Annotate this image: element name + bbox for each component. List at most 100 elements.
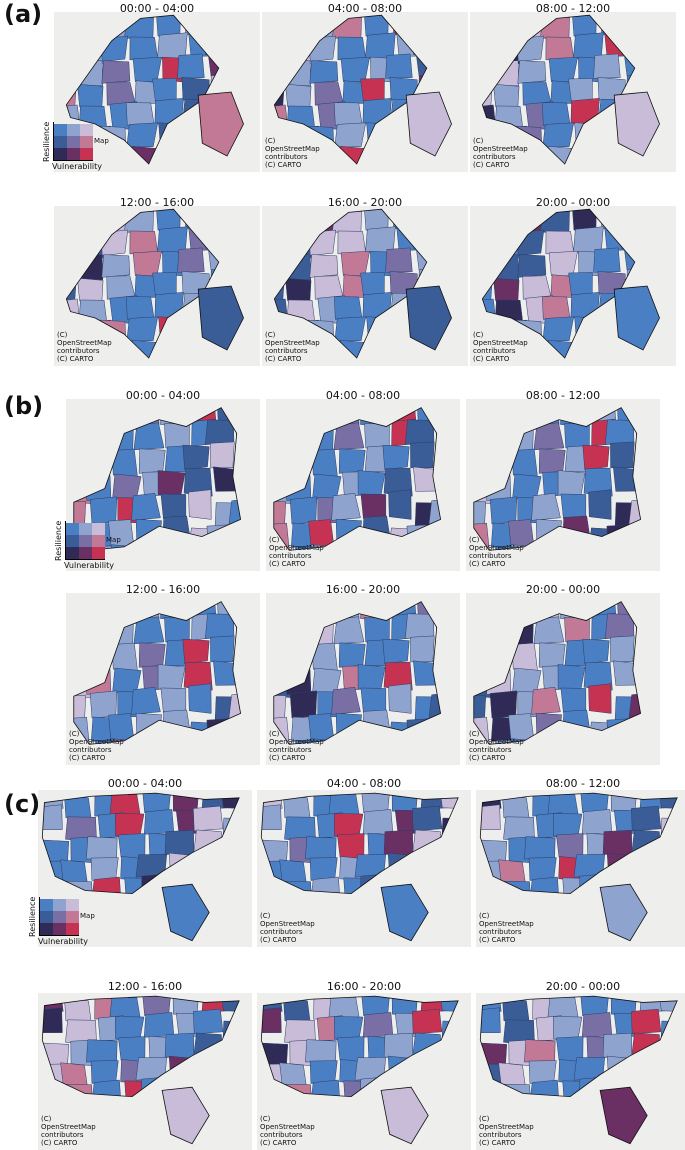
city-boundary — [73, 601, 242, 745]
attribution-line: (C) CARTO — [473, 161, 510, 169]
district-region — [545, 230, 575, 255]
district-region — [102, 147, 132, 165]
district-layer — [65, 14, 260, 172]
district-region — [575, 143, 602, 165]
district-region — [446, 85, 468, 108]
district-region — [241, 477, 260, 504]
attribution-line: (C) — [260, 912, 271, 920]
district-region — [331, 1101, 360, 1126]
legend-swatch — [54, 124, 67, 136]
district-region — [90, 857, 119, 881]
district-region — [654, 51, 676, 75]
district-region — [634, 927, 663, 947]
district-region — [444, 345, 468, 366]
district-region — [550, 898, 579, 923]
district-region — [106, 275, 136, 300]
district-region — [436, 453, 441, 482]
attribution-line: (C) CARTO — [260, 1139, 297, 1147]
district-region — [293, 426, 321, 454]
district-region — [360, 601, 389, 620]
district-region — [362, 515, 391, 543]
district-region — [236, 151, 260, 172]
district-region — [183, 467, 213, 497]
district-region — [274, 246, 291, 270]
district-region — [331, 686, 361, 715]
district-region — [154, 97, 184, 127]
district-region — [159, 337, 186, 359]
district-region — [366, 540, 394, 551]
district-region — [207, 247, 219, 273]
district-region — [522, 275, 552, 300]
district-region — [233, 30, 260, 53]
district-region — [386, 601, 417, 617]
district-region — [109, 996, 141, 1020]
district-region — [623, 247, 635, 273]
legend-swatch — [53, 911, 66, 923]
district-region — [407, 743, 435, 745]
district-region — [205, 613, 235, 639]
district-region — [135, 713, 162, 739]
district-region — [357, 664, 386, 690]
district-region — [640, 1084, 671, 1097]
district-region — [542, 316, 575, 342]
district-region — [360, 687, 387, 713]
district-region — [560, 407, 589, 426]
district-region — [274, 221, 292, 248]
district-region — [583, 467, 613, 497]
map-title: 00:00 - 04:00 — [119, 2, 195, 15]
district-region — [231, 206, 259, 225]
district-region — [193, 1008, 224, 1035]
district-region — [354, 854, 387, 878]
attribution-line: (C) CARTO — [269, 560, 306, 568]
district-region — [66, 52, 83, 76]
district-region — [274, 298, 289, 325]
district-region — [126, 122, 159, 148]
district-region — [628, 498, 641, 528]
district-region — [188, 489, 212, 520]
district-region — [286, 299, 316, 324]
district-region — [631, 805, 662, 832]
district-region — [566, 540, 594, 551]
district-region — [135, 735, 165, 745]
district-region — [446, 51, 468, 75]
district-region — [665, 1063, 678, 1087]
district-region — [288, 209, 316, 226]
district-region — [654, 245, 676, 269]
district-region — [415, 927, 444, 947]
district-region — [557, 664, 586, 690]
district-region — [210, 635, 235, 663]
district-layer — [473, 407, 642, 551]
district-region — [535, 901, 565, 923]
district-region — [533, 407, 560, 427]
district-region — [225, 1128, 252, 1150]
district-region — [132, 250, 162, 276]
district-region — [528, 1060, 557, 1084]
district-region — [261, 804, 282, 830]
map-attribution: (C) OpenStreetMap contributors (C) CARTO — [473, 137, 528, 169]
district-region — [560, 493, 587, 519]
district-region — [442, 902, 471, 926]
legend-swatch — [79, 547, 92, 559]
district-region — [593, 247, 621, 273]
district-region — [637, 1064, 667, 1089]
district-region — [109, 793, 141, 817]
district-region — [328, 793, 360, 817]
district-layer — [260, 995, 459, 1145]
district-region — [661, 902, 685, 926]
district-region — [493, 620, 521, 648]
district-region — [338, 642, 366, 668]
district-region — [93, 426, 121, 454]
district-region — [305, 1039, 337, 1063]
district-region — [97, 901, 127, 923]
district-region — [318, 601, 345, 625]
district-region — [564, 423, 590, 450]
district-region — [360, 407, 389, 426]
district-region — [473, 418, 490, 446]
attribution-line: (C) — [473, 331, 484, 339]
district-region — [273, 452, 294, 481]
attribution-line: contributors — [269, 552, 312, 560]
district-layer — [65, 206, 259, 359]
district-region — [529, 1079, 560, 1097]
district-region — [206, 718, 231, 745]
district-region — [213, 466, 238, 492]
